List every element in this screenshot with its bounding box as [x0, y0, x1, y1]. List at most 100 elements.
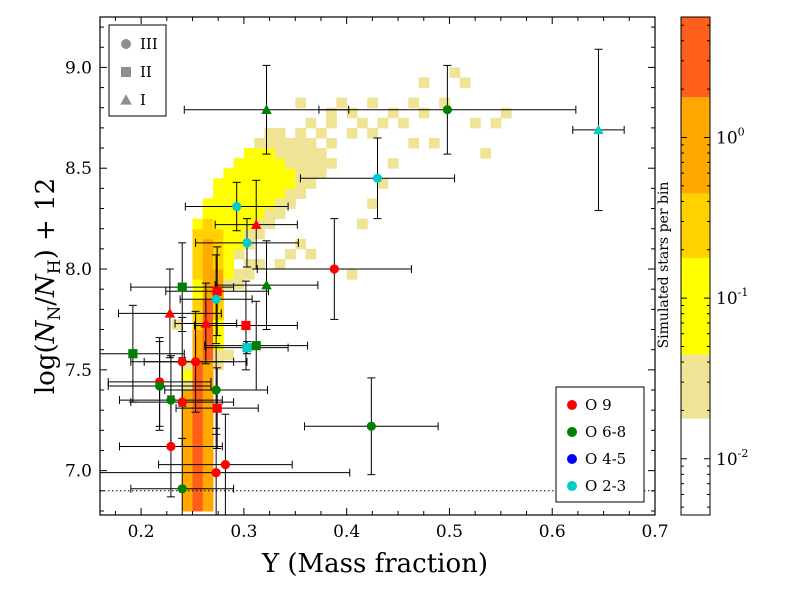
heatmap-cell [326, 117, 337, 129]
heatmap-cell [264, 168, 276, 179]
heatmap-cell [202, 440, 214, 451]
x-tick-label: 0.6 [539, 522, 566, 542]
legend-luminosity-label: II [140, 63, 152, 81]
heatmap-cell [254, 258, 265, 270]
heatmap-cell [171, 319, 183, 331]
heatmap-cell [192, 430, 204, 441]
heatmap-cell [254, 178, 265, 189]
heatmap-cell [202, 339, 214, 351]
heatmap-cell [192, 480, 204, 492]
data-point [261, 104, 272, 114]
heatmap-cell [254, 208, 265, 220]
data-point [242, 343, 252, 353]
heatmap-cell [223, 269, 235, 280]
heatmap-cell [192, 500, 204, 512]
heatmap-cell [295, 168, 307, 179]
colorbar-bands [681, 17, 710, 515]
heatmap-cell [213, 238, 224, 250]
heatmap-cell [264, 158, 276, 169]
colorbar-tick-label: 100 [716, 125, 745, 148]
heatmap-cell [182, 450, 193, 462]
heatmap-cell [182, 430, 193, 441]
colorbar-label: Simulated stars per bin [656, 182, 672, 349]
data-point [372, 173, 383, 183]
data-point [166, 395, 176, 405]
heatmap-cell [182, 480, 193, 492]
colorbar-ticks: 10-2 10-1 100 [681, 24, 749, 508]
heatmap-cell [233, 269, 245, 280]
colorbar: 10-2 10-1 100 Simulated stars per bin [656, 16, 749, 516]
heatmap-cell [243, 198, 255, 210]
y-tick-label: 8.0 [65, 260, 92, 280]
heatmap-cell [439, 97, 450, 109]
heatmap-cell [192, 339, 204, 351]
heatmap-cell [202, 470, 214, 482]
heatmap-cell [387, 107, 399, 119]
heatmap-cell [243, 228, 255, 240]
data-point [251, 341, 261, 351]
x-tick-label: 0.2 [128, 522, 155, 542]
heatmap-cell [274, 127, 286, 139]
data-point [166, 441, 176, 452]
heatmap-cell [223, 349, 235, 361]
y-axis-title-lead: log( [31, 343, 61, 394]
colorbar-band [681, 17, 710, 98]
heatmap-cell [213, 228, 224, 240]
heatmap-cell [213, 258, 224, 270]
heatmap-cell [233, 279, 245, 290]
heatmap-cell [202, 269, 214, 280]
colorbar-band [681, 418, 710, 515]
heatmap-cell [285, 198, 296, 210]
x-tick-label: 0.3 [230, 522, 257, 542]
legend-spectral-items: O 9 O 6-8 O 4-5 O 2-3 [567, 396, 626, 495]
data-point [164, 308, 176, 318]
heatmap-cell [326, 158, 337, 169]
heatmap-cell [398, 117, 409, 129]
heatmap-cell [264, 208, 276, 220]
heatmap-cell [202, 299, 214, 310]
y-tick-label: 9.0 [65, 58, 92, 78]
heatmap-cell [202, 198, 214, 210]
heatmap-cell [202, 369, 214, 381]
heatmap-cell [315, 148, 327, 159]
heatmap-cell [285, 168, 296, 179]
heatmap-cell [285, 188, 296, 199]
colorbar-tick-exponent: -2 [738, 447, 749, 460]
heatmap-cell [182, 410, 193, 421]
heatmap-cell [243, 168, 255, 179]
heatmap-cell [243, 178, 255, 189]
y-tick-label: 7.5 [65, 361, 92, 381]
heatmap-cell [274, 148, 286, 159]
heatmap-cell [202, 228, 214, 240]
heatmap-cell [213, 349, 224, 361]
data-point [177, 397, 187, 407]
heatmap-cell [295, 158, 307, 169]
data-point [211, 468, 221, 478]
heatmap-cell [213, 178, 224, 189]
heatmap-cell [182, 420, 193, 431]
heatmap-cell [356, 117, 368, 129]
y-axis-title-n1: N [31, 319, 61, 344]
legend-spectral-label: O 9 [585, 396, 612, 414]
heatmap-cell [192, 490, 204, 502]
data-point [242, 238, 252, 248]
heatmap-cell [223, 208, 235, 220]
heatmap-cell [192, 369, 204, 381]
heatmap-cell [490, 117, 502, 129]
heatmap-cell [182, 490, 193, 502]
heatmap-cell [295, 188, 307, 199]
heatmap-cell [233, 178, 245, 189]
data-point [177, 357, 187, 367]
heatmap-cell [326, 137, 337, 149]
legend-spectral-label: O 4-5 [585, 450, 626, 468]
heatmap-cell [305, 178, 317, 189]
x-tick-label: 0.7 [641, 522, 668, 542]
heatmap-cell [243, 269, 255, 280]
heatmap-cell [305, 148, 317, 159]
heatmap-cell [213, 269, 224, 280]
heatmap-cell [192, 389, 204, 401]
legend-marker-circle [121, 39, 131, 49]
heatmap-cell [295, 238, 307, 250]
heatmap-cell [377, 117, 389, 129]
